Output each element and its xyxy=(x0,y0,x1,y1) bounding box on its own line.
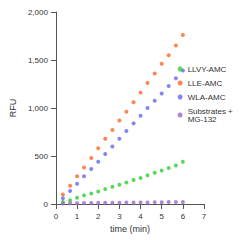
svg-text:LLVY-AMC: LLVY-AMC xyxy=(188,65,227,74)
svg-text:1: 1 xyxy=(75,212,80,221)
svg-text:0: 0 xyxy=(54,212,59,221)
svg-text:1,000: 1,000 xyxy=(28,104,49,113)
svg-text:WLA-AMC: WLA-AMC xyxy=(188,93,226,102)
svg-text:0: 0 xyxy=(43,200,48,209)
svg-text:6: 6 xyxy=(181,212,186,221)
svg-text:LLE-AMC: LLE-AMC xyxy=(188,79,223,88)
svg-text:2,000: 2,000 xyxy=(28,8,49,17)
svg-text:500: 500 xyxy=(35,152,49,161)
svg-text:4: 4 xyxy=(138,212,143,221)
svg-text:time (min): time (min) xyxy=(110,224,150,234)
svg-text:MG-132: MG-132 xyxy=(188,115,217,124)
svg-text:1,500: 1,500 xyxy=(28,56,49,65)
svg-text:3: 3 xyxy=(117,212,122,221)
svg-text:Substrates +: Substrates + xyxy=(187,106,235,116)
svg-text:7: 7 xyxy=(202,212,207,221)
svg-text:5: 5 xyxy=(159,212,164,221)
svg-text:RFU: RFU xyxy=(8,99,18,118)
svg-text:2: 2 xyxy=(96,212,101,221)
